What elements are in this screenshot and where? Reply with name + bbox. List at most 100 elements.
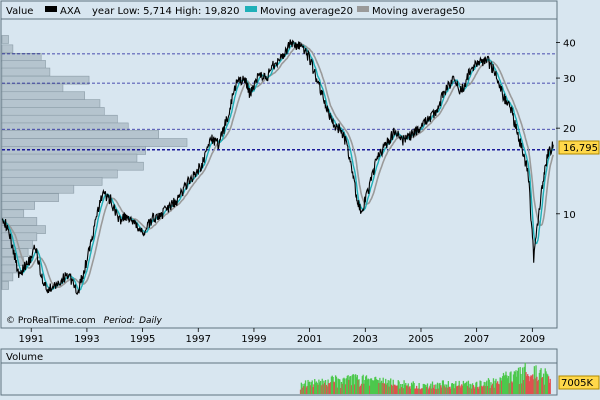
volume-bar	[537, 379, 540, 394]
volume-bar	[521, 383, 523, 394]
volume-bar	[380, 380, 383, 394]
volume-bar	[546, 373, 548, 394]
volume-bar	[356, 375, 358, 394]
volume-bar	[488, 379, 490, 394]
volume-bar	[315, 381, 318, 394]
volume-bar	[398, 381, 400, 394]
legend-ma50-label: Moving average50	[372, 6, 465, 17]
legend-ma20-swatch	[245, 6, 257, 12]
profile-bar-22	[1, 209, 25, 219]
volume-bar	[347, 375, 349, 394]
volume-bar	[367, 378, 369, 394]
volume-bar	[360, 385, 362, 394]
volume-bar	[465, 382, 467, 394]
volume-bar	[496, 381, 499, 394]
volume-bar	[442, 380, 444, 394]
volume-bar	[348, 379, 350, 394]
volume-bar	[544, 368, 546, 394]
profile-bar-8	[1, 99, 101, 108]
volume-bar	[300, 382, 303, 394]
last-price-text: 16,795	[563, 143, 598, 154]
volume-bar	[484, 386, 486, 394]
volume-bar	[319, 381, 322, 394]
volume-bar	[449, 386, 451, 394]
volume-bar	[312, 387, 314, 394]
profile-bar-10	[1, 114, 118, 124]
volume-bar	[493, 387, 495, 394]
volume-title-bar	[0, 348, 558, 364]
volume-bar	[479, 380, 481, 394]
volume-bar	[455, 381, 457, 394]
volume-bar	[414, 388, 416, 394]
volume-bar	[305, 387, 308, 394]
volume-bar	[344, 378, 346, 394]
x-tick-label-2003: 2003	[353, 334, 378, 345]
volume-bar	[504, 374, 506, 394]
volume-bar	[380, 382, 382, 394]
profile-bar-30	[1, 272, 14, 282]
volume-bar	[530, 375, 532, 394]
volume-bar	[406, 385, 409, 394]
volume-bar	[438, 383, 440, 394]
volume-bar	[468, 387, 470, 394]
last-price-tag	[558, 140, 600, 155]
profile-bar-7	[1, 91, 86, 101]
volume-bar	[418, 383, 420, 394]
volume-bar	[352, 374, 354, 394]
volume-bar	[404, 384, 406, 394]
volume-bar	[446, 384, 448, 394]
volume-bar	[461, 384, 463, 394]
y-tick-label-20: 20	[563, 124, 576, 135]
volume-bar	[485, 382, 487, 394]
volume-bar	[457, 385, 460, 394]
volume-bar	[415, 385, 418, 394]
volume-bar	[309, 385, 312, 394]
volume-bar	[400, 386, 403, 394]
volume-bar	[476, 381, 478, 394]
volume-bar	[384, 383, 386, 394]
volume-bar	[349, 376, 352, 394]
volume-bar	[389, 380, 391, 394]
volume-bar	[412, 381, 414, 394]
volume-bar	[319, 382, 321, 394]
volume-bar	[400, 384, 402, 394]
volume-bar	[332, 376, 334, 394]
volume-bar	[324, 382, 326, 394]
x-tick-label-1995: 1995	[130, 334, 155, 345]
volume-bar	[388, 386, 390, 394]
y-tick-label-30: 30	[563, 74, 576, 85]
volume-bar	[548, 382, 551, 394]
x-tick-label-2007: 2007	[464, 334, 489, 345]
volume-bar	[397, 380, 399, 394]
profile-bar-16	[1, 161, 144, 171]
volume-bar	[517, 370, 519, 394]
volume-bar	[343, 377, 345, 394]
x-tick-label-2009: 2009	[520, 334, 545, 345]
volume-bar	[420, 389, 422, 394]
volume-bar	[491, 385, 493, 394]
volume-bar	[531, 375, 533, 394]
profile-bar-20	[1, 193, 59, 202]
volume-bar	[464, 382, 466, 394]
volume-title: Volume	[6, 352, 43, 363]
x-tick-label-2001: 2001	[297, 334, 322, 345]
volume-bar	[392, 379, 394, 394]
volume-bar	[338, 379, 340, 394]
volume-bar	[342, 378, 344, 394]
volume-bar	[441, 380, 444, 394]
volume-bar	[368, 379, 370, 394]
volume-bar	[339, 387, 342, 394]
legend-axa-swatch	[45, 6, 57, 12]
volume-bar	[373, 380, 375, 394]
volume-bar	[518, 384, 520, 394]
volume-bar	[430, 383, 432, 394]
volume-bar	[541, 377, 543, 394]
volume-bar	[360, 383, 363, 394]
volume-bar	[443, 385, 445, 394]
volume-bar	[502, 372, 505, 394]
volume-bar	[535, 365, 537, 394]
volume-bar	[432, 387, 434, 394]
volume-bar	[390, 378, 392, 394]
volume-bar	[413, 383, 415, 394]
